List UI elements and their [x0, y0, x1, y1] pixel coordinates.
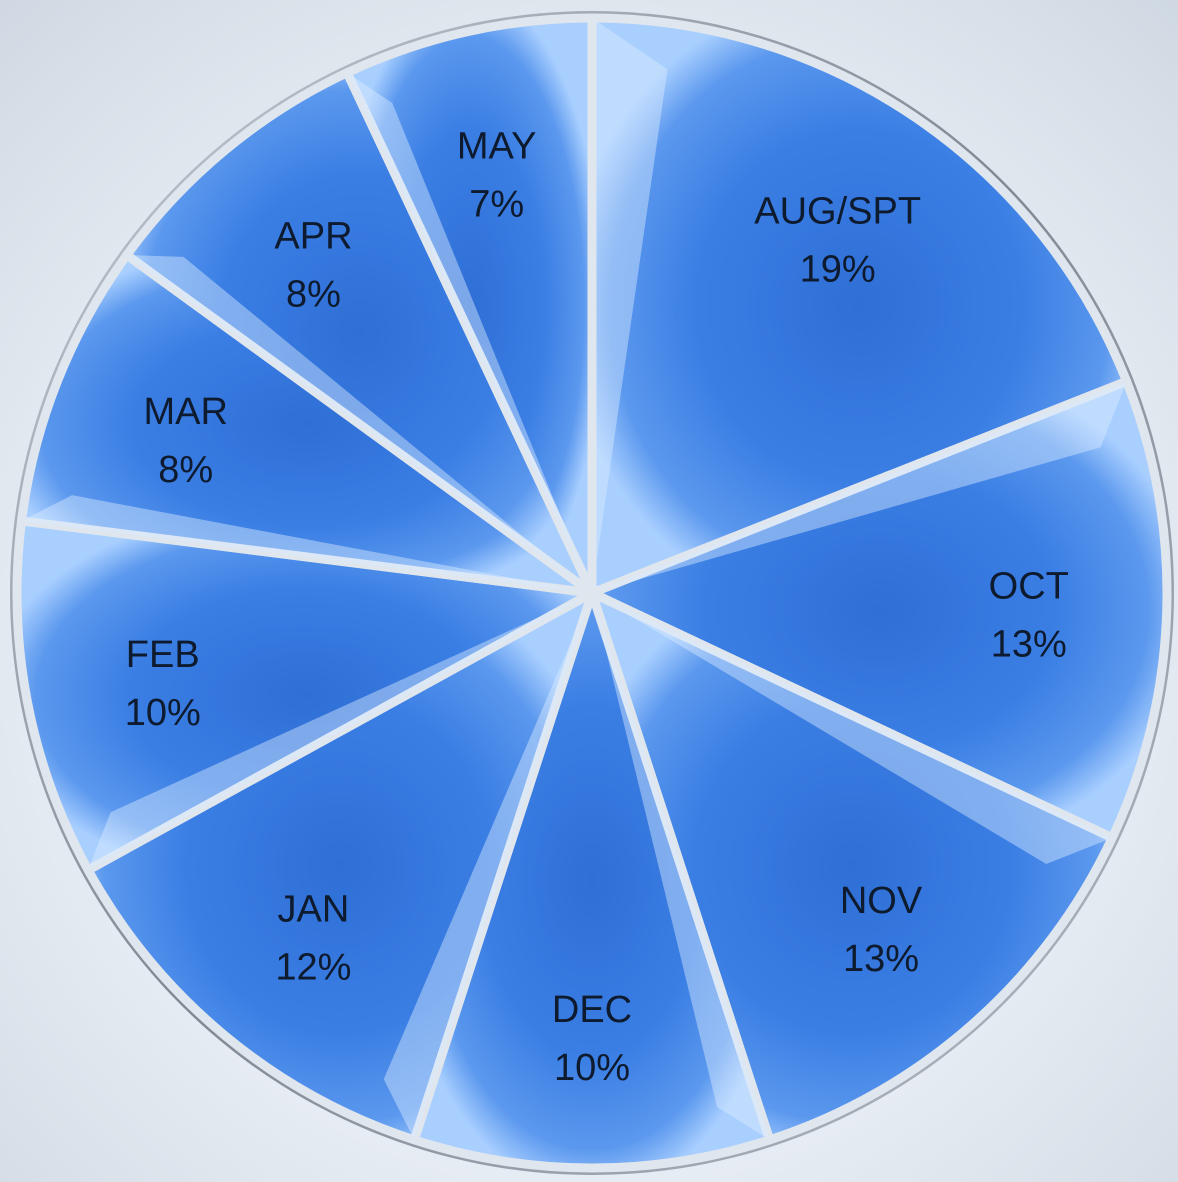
- slice-value-label: 19%: [800, 249, 876, 291]
- pie-slice-highlight: [592, 593, 1113, 864]
- slice-value-label: 13%: [991, 624, 1067, 666]
- pie-slice-oct: [587, 376, 1172, 843]
- slice-value-label: 10%: [125, 692, 201, 734]
- pie-slice-highlight: [21, 495, 592, 593]
- slice-value-label: 13%: [843, 938, 919, 980]
- slice-value-label: 10%: [554, 1047, 630, 1089]
- slice-category-label: DEC: [552, 989, 632, 1031]
- pie-slice-aug-spt: [587, 13, 1132, 598]
- slice-category-label: FEB: [126, 634, 200, 676]
- pie-labels: AUG/SPT 19% OCT 13% NOV 13% DEC 10% JAN 12% FEB 10%…: [125, 126, 1069, 1089]
- slice-category-label: NOV: [840, 880, 923, 922]
- slice-category-label: OCT: [989, 566, 1069, 608]
- pie-slice-highlight: [592, 593, 770, 1140]
- pie-slices: [12, 13, 1172, 1173]
- pie-slice-highlight: [347, 72, 592, 594]
- slice-category-label: JAN: [278, 889, 350, 931]
- slice-value-label: 8%: [286, 273, 341, 315]
- slice-value-label: 8%: [158, 449, 213, 491]
- pie-slice-highlight: [126, 255, 592, 593]
- slice-value-label: 12%: [275, 947, 351, 989]
- pie-slice-nov: [587, 588, 1117, 1145]
- pie-slice-mar: [17, 250, 597, 598]
- slice-category-label: MAY: [457, 126, 537, 168]
- pie-slice-apr: [122, 68, 597, 598]
- pie-slice-feb: [12, 516, 597, 875]
- slice-category-label: AUG/SPT: [754, 191, 921, 233]
- pie-slice-highlight: [592, 381, 1127, 593]
- pie-slice-highlight: [383, 593, 592, 1140]
- slice-category-label: APR: [274, 215, 352, 257]
- pie-slice-jan: [83, 588, 597, 1145]
- slice-value-label: 7%: [469, 184, 524, 226]
- pie-slice-dec: [409, 588, 775, 1173]
- slice-category-label: MAR: [143, 391, 227, 433]
- pie-slice-highlight: [592, 18, 668, 593]
- pie-slice-may: [342, 13, 597, 598]
- pie-slice-highlight: [88, 593, 592, 871]
